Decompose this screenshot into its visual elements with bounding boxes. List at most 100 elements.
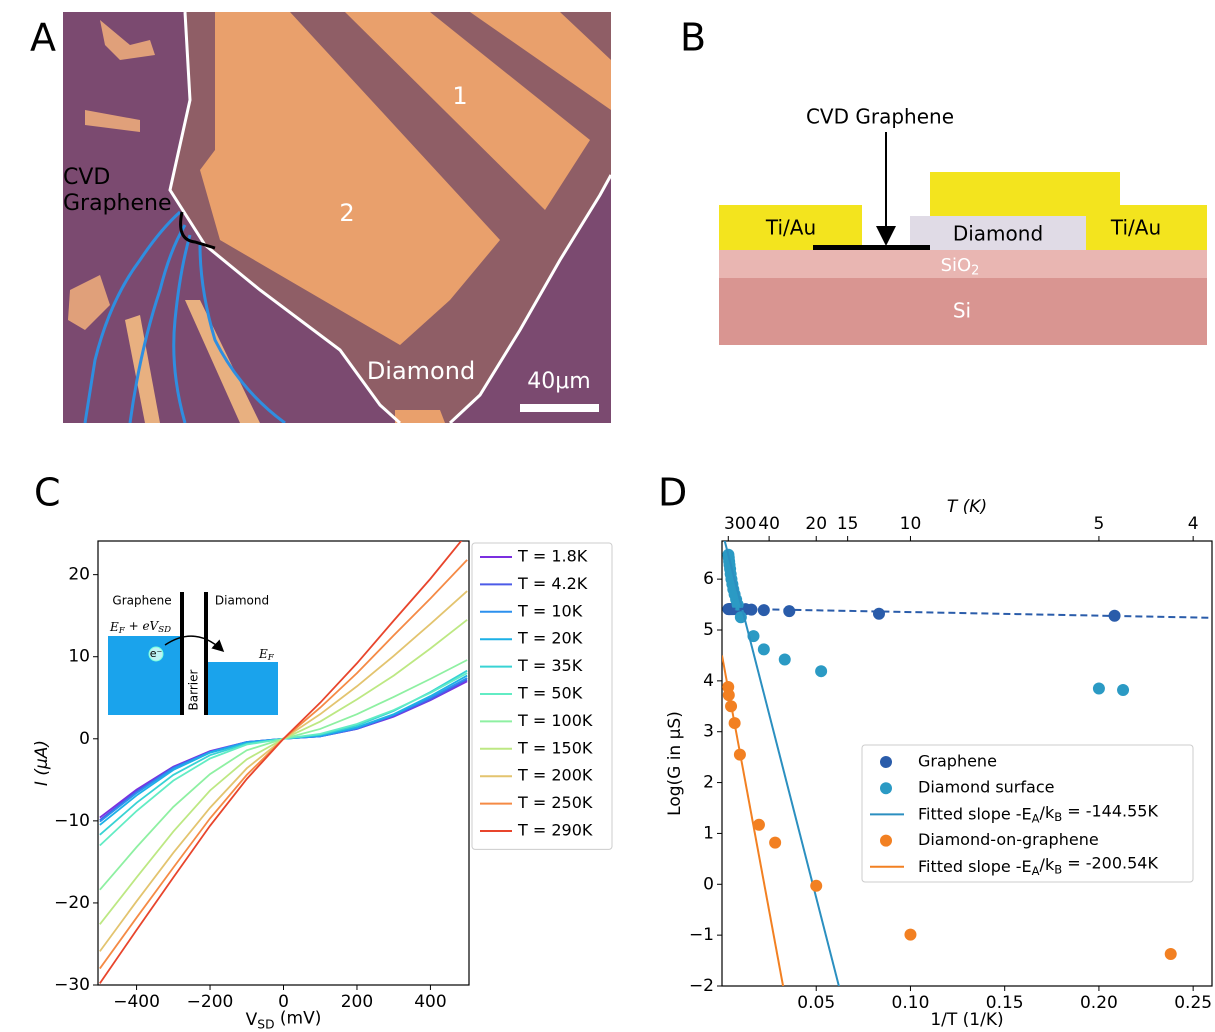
micrograph — [63, 12, 611, 423]
diamond-band — [206, 662, 278, 715]
layer-label: Si — [953, 299, 971, 323]
y-tick-label: 10 — [68, 647, 90, 667]
data-point — [1164, 947, 1177, 960]
y-tick-label: 6 — [703, 569, 714, 589]
legend-box — [861, 744, 1194, 883]
x-tick-label: 0.10 — [892, 993, 930, 1013]
scale-bar-label: 40μm — [527, 369, 590, 394]
y-tick-label: 3 — [703, 722, 714, 742]
y-tick-label: −20 — [54, 893, 90, 913]
data-point — [778, 653, 791, 666]
legend-label-part: B — [1054, 862, 1062, 876]
legend-label: T = 200K — [517, 766, 593, 785]
inset-label: EF — [258, 647, 275, 663]
iv-curve — [99, 541, 463, 984]
barrier-wall — [180, 592, 184, 715]
legend-label-part: Fitted slope -E — [918, 856, 1032, 875]
legend-label-part: /k — [1040, 855, 1055, 874]
data-point — [769, 836, 782, 849]
schematic — [719, 132, 1207, 345]
inset-label: e⁻ — [150, 647, 163, 660]
material-label: Diamond — [953, 222, 1043, 246]
legend-label: T = 100K — [517, 711, 593, 730]
data-point — [872, 607, 885, 620]
x-tick-label: 0.20 — [1080, 993, 1118, 1013]
annotation: CVD — [63, 165, 110, 190]
contact-label: Ti/Au — [765, 216, 816, 240]
material-label: Diamond — [367, 357, 475, 385]
fit-line — [722, 655, 785, 986]
legend-label-part: A — [1032, 811, 1040, 825]
x2-tick-label: 40 — [758, 514, 780, 534]
inset-label-part: F — [267, 653, 275, 663]
plot-lines — [99, 541, 468, 984]
x-axis-label-part: (mV) — [274, 1008, 321, 1028]
y-tick-label: 5 — [703, 620, 714, 640]
inset-label-part: E — [109, 620, 119, 634]
y-axis-label: I (μA) — [32, 740, 52, 786]
layer-label-part: 2 — [971, 263, 979, 278]
legend-label: Diamond surface — [918, 778, 1054, 797]
inset-label: Graphene — [112, 594, 171, 608]
x-axis-label-part: SD — [257, 1017, 274, 1031]
data-point — [757, 643, 770, 656]
layer-label-part: SiO — [941, 255, 972, 276]
legend-marker — [880, 756, 892, 768]
panel-label: D — [658, 471, 687, 515]
data-point — [815, 665, 828, 678]
inset-label-part: SD — [158, 624, 171, 634]
legend-label: T = 4.2K — [517, 574, 588, 593]
y-tick-label: 20 — [68, 565, 90, 585]
legend-label-part: A — [1032, 863, 1040, 877]
x2-tick-label: 10 — [900, 514, 922, 534]
legend-label: Fitted slope -EA/kB = -144.55K — [918, 801, 1158, 825]
panel-label: B — [680, 16, 706, 60]
x-tick-label: 400 — [414, 992, 446, 1012]
y-tick-label: −10 — [54, 811, 90, 831]
x-tick-label: 0.25 — [1174, 993, 1212, 1013]
y-tick-label: 0 — [703, 874, 714, 894]
region-label: 2 — [339, 199, 354, 227]
contact-label: Ti/Au — [1110, 216, 1161, 240]
region-label: 1 — [452, 82, 467, 110]
x-axis-label: 1/T (1/K) — [930, 1010, 1003, 1030]
y-tick-label: −1 — [689, 925, 714, 945]
x2-axis-label: T (K) — [947, 497, 987, 517]
x2-tick-label: 4 — [1188, 514, 1199, 534]
y-tick-label: −2 — [689, 976, 714, 996]
legend-marker — [880, 782, 892, 795]
fit-line — [723, 541, 840, 986]
callout: CVD Graphene — [806, 105, 954, 129]
x-tick-label: 0 — [278, 992, 289, 1012]
legend-label: T = 1.8K — [517, 547, 588, 566]
inset-label: EF + eVSD — [109, 618, 171, 635]
legend-label: Fitted slope -EA/kB = -200.54K — [918, 853, 1158, 877]
data-point — [752, 818, 765, 831]
legend-label: T = 10K — [517, 601, 583, 620]
legend-label-part: /k — [1040, 802, 1055, 821]
graphene-band — [108, 636, 182, 715]
inset-label-part: + eV — [125, 618, 160, 632]
legend-label: T = 290K — [517, 821, 593, 840]
inset-label: Diamond — [215, 594, 269, 608]
legend-label: Graphene — [918, 752, 997, 771]
legend-label: T = 20K — [517, 629, 583, 648]
legend-label: T = 50K — [517, 684, 583, 703]
y-axis-label: Log(G in μS) — [665, 711, 685, 816]
data-point — [1117, 684, 1130, 697]
x-axis-label-part: V — [246, 1010, 258, 1030]
tunnel-arrow — [164, 635, 225, 653]
data-point — [904, 928, 917, 941]
legend-label-part: = -200.54K — [1062, 853, 1158, 872]
x2-tick-label: 15 — [837, 514, 859, 534]
fit-line — [728, 607, 1212, 619]
legend-label: T = 150K — [517, 738, 593, 757]
data-point — [1092, 682, 1105, 695]
legend-label: T = 250K — [517, 793, 593, 812]
y-tick-label: 0 — [79, 729, 90, 749]
y-tick-label: −30 — [54, 975, 90, 995]
x-tick-label: 200 — [341, 992, 373, 1012]
x-tick-label: −200 — [187, 992, 234, 1012]
legend-label: T = 35K — [517, 656, 583, 675]
